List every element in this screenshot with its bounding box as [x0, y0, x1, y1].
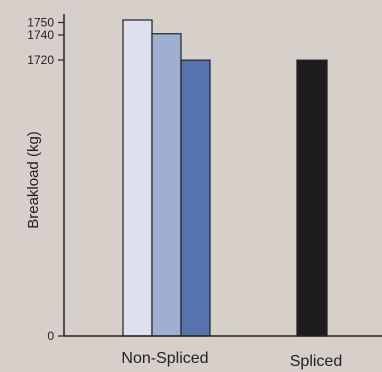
- category-label: Spliced: [290, 353, 342, 370]
- y-tick-label: 1740: [27, 28, 54, 42]
- bar-non-spliced-1: [122, 19, 153, 337]
- bar-non-spliced-2: [151, 33, 182, 337]
- y-tick-label: 1750: [27, 16, 54, 30]
- y-axis-title: Breakload (kg): [25, 131, 42, 229]
- bar-spliced-1: [296, 59, 328, 337]
- category-label: Non-Spliced: [121, 350, 208, 367]
- y-tick-label: 1720: [27, 53, 54, 67]
- category-labels-group: Non-Spliced Spliced: [121, 350, 342, 370]
- bar-non-spliced-3: [180, 59, 211, 337]
- y-tick-label: 0: [47, 329, 54, 343]
- bars-group: [122, 19, 328, 337]
